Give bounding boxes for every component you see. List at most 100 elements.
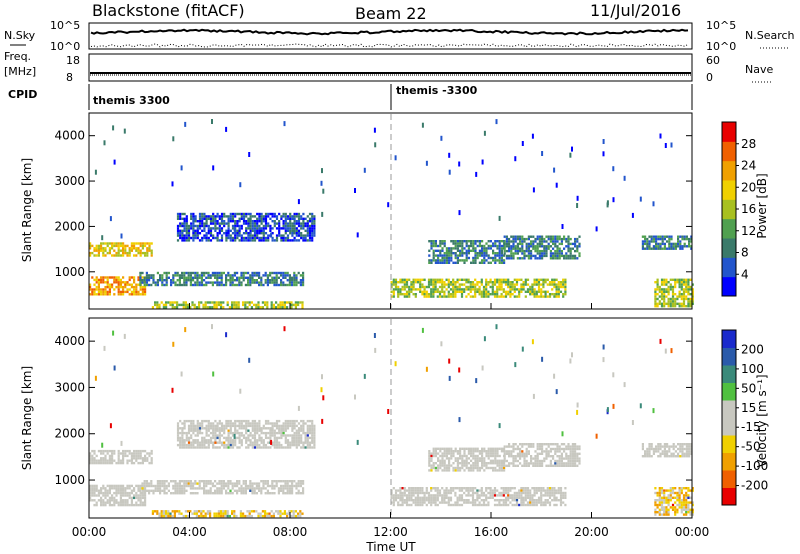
power-cell: [432, 278, 435, 281]
velocity-cell: [419, 499, 422, 502]
power-cell: [91, 293, 94, 296]
power-cell: [139, 281, 142, 284]
power-cell: [242, 215, 246, 218]
power-cell: [181, 222, 184, 225]
power-cell: [289, 217, 292, 220]
velocity-cell: [102, 449, 105, 453]
velocity-cell: [209, 422, 213, 425]
velocity-cell: [194, 434, 197, 437]
power-cell: [500, 247, 503, 250]
power-cell: [106, 276, 109, 279]
power-cell: [441, 295, 444, 298]
velocity-cell: [394, 489, 398, 492]
velocity-cell: [498, 464, 501, 467]
power-cell: [485, 247, 488, 250]
power-cell: [421, 290, 424, 293]
power-cell: [655, 237, 658, 241]
velocity-cell: [436, 503, 439, 507]
power-cell: [537, 285, 541, 289]
velocity-cell: [271, 492, 274, 495]
power-cell: [251, 220, 254, 223]
power-cell: [238, 232, 241, 235]
power-cell: [430, 290, 433, 293]
power-cell: [428, 249, 431, 252]
power-cell: [687, 288, 690, 291]
velocity-cell: [165, 514, 168, 518]
velocity-cell: [428, 457, 431, 460]
velocity-cell: [432, 454, 435, 458]
power-cell: [260, 215, 263, 218]
power-cell: [498, 278, 501, 281]
velocity-cell: [235, 514, 238, 518]
power-cell: [299, 274, 302, 277]
velocity-cell: [492, 469, 495, 472]
velocity-cell: [437, 469, 440, 472]
power-cell: [273, 271, 276, 275]
velocity-cell: [571, 464, 574, 467]
velocity-cell: [143, 489, 146, 492]
velocity-cell: [133, 452, 136, 455]
velocity-cell: [493, 499, 497, 502]
velocity-cell: [227, 443, 230, 447]
velocity-cell: [544, 499, 547, 502]
velocity-cell: [496, 464, 499, 467]
velocity-cell: [500, 499, 503, 502]
velocity-cell: [139, 501, 142, 504]
velocity-cell: [542, 503, 545, 507]
power-cell: [535, 295, 538, 298]
power-cell: [289, 229, 292, 232]
velocity-cell: [222, 512, 225, 515]
power-cell: [458, 283, 461, 286]
velocity-cell: [434, 496, 437, 499]
power-cell: [652, 235, 655, 238]
velocity-cell: [459, 466, 462, 470]
power-cell: [291, 229, 294, 232]
velocity-cell: [554, 462, 557, 465]
power-cell: [174, 271, 177, 275]
velocity-cell: [234, 439, 237, 442]
power-cell: [192, 232, 195, 235]
power-cell: [439, 261, 442, 264]
velocity-cell: [538, 464, 541, 467]
velocity-cell: [546, 494, 549, 497]
velocity-cell: [139, 491, 142, 495]
power-cell: [117, 276, 120, 279]
velocity-cell: [538, 462, 541, 465]
velocity-cell: [259, 514, 262, 518]
velocity-cell: [260, 436, 263, 440]
power-cell: [498, 244, 501, 248]
power-cell: [554, 245, 557, 248]
velocity-cell: [217, 514, 220, 518]
velocity-cell: [525, 450, 528, 453]
power-cell: [655, 240, 658, 243]
velocity-cell: [425, 491, 428, 495]
power-cell: [124, 285, 127, 289]
power-cell: [255, 306, 258, 309]
power-cell: [515, 288, 519, 291]
power-cell: [198, 217, 202, 220]
power-cell: [656, 302, 659, 305]
power-cell: [124, 281, 127, 284]
velocity-cell: [289, 419, 292, 423]
power-cell: [249, 279, 252, 282]
nsky-series: [90, 28, 689, 36]
velocity-cell: [192, 424, 195, 428]
velocity-cell: [567, 464, 570, 467]
power-cell: [456, 285, 459, 289]
power-cell: [556, 237, 559, 241]
velocity-cell: [463, 459, 466, 462]
velocity-cell: [503, 447, 506, 450]
power-cell: [198, 301, 201, 304]
power-cell: [300, 236, 303, 240]
power-cell: [205, 234, 208, 237]
velocity-cell: [100, 459, 103, 462]
power-cell: [676, 278, 679, 281]
power-cell: [256, 224, 259, 228]
power-cell: [437, 256, 440, 260]
velocity-cell: [190, 434, 193, 437]
power-cell: [509, 285, 512, 289]
power-cell: [430, 278, 433, 281]
power-cell: [271, 212, 274, 216]
power-cell: [295, 227, 298, 230]
power-cell: [432, 249, 435, 252]
